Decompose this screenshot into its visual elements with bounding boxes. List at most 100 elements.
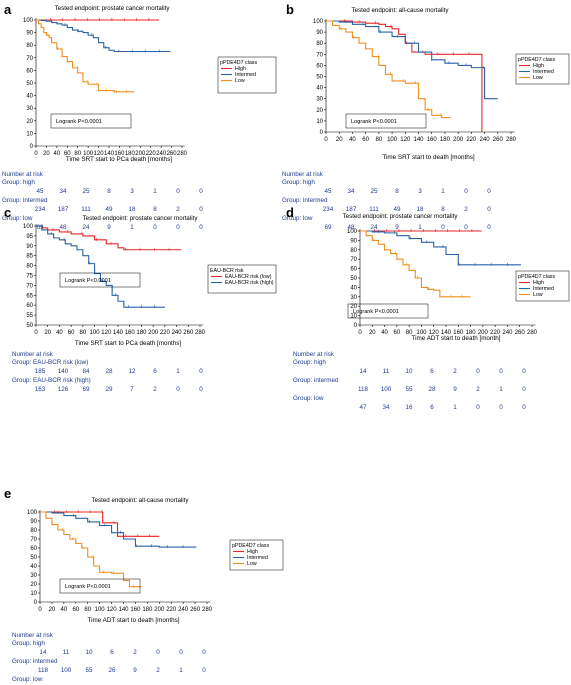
x-tick-label: 200	[135, 151, 146, 157]
y-tick-label: 0	[34, 600, 38, 606]
y-tick-label: 80	[30, 528, 37, 534]
x-tick-label: 180	[136, 330, 147, 336]
risk-value: 2	[464, 206, 468, 213]
x-tick-label: 40	[61, 607, 68, 613]
risk-group-label: Group: high	[2, 179, 35, 186]
x-tick-label: 220	[160, 330, 171, 336]
legend-box	[229, 539, 284, 571]
x-tick-label: 220	[490, 330, 501, 336]
x-tick-label: 60	[72, 607, 79, 613]
legend-box	[515, 270, 570, 302]
risk-value: 1	[499, 386, 503, 393]
x-tick-label: 60	[64, 151, 71, 157]
series-line-0	[36, 225, 182, 251]
risk-value: 10	[85, 649, 93, 656]
y-tick-label: 80	[26, 264, 33, 270]
y-tick-label: 20	[316, 108, 323, 114]
risk-value: 9	[453, 386, 457, 393]
legend-entry: EAU-BCR risk (low)	[225, 274, 272, 280]
risk-value: 6	[430, 404, 434, 411]
x-tick-label: 60	[362, 137, 369, 143]
risk-value: 55	[85, 667, 93, 674]
x-tick-label: 120	[429, 330, 440, 336]
y-tick-label: 20	[26, 119, 33, 125]
risk-value: 55	[405, 386, 413, 393]
risk-value: 2	[153, 386, 157, 393]
panel-e: e Tested endpoint: all-cause mortality010…	[4, 486, 284, 683]
legend-box	[207, 264, 277, 294]
y-tick-label: 60	[26, 68, 33, 74]
y-tick-label: 0	[30, 144, 34, 150]
x-tick-label: 100	[387, 137, 398, 143]
risk-value: 1	[130, 224, 134, 231]
x-tick-label: 200	[453, 137, 464, 143]
risk-value: 2	[476, 386, 480, 393]
y-tick-label: 10	[316, 119, 323, 125]
x-tick-label: 100	[95, 607, 106, 613]
x-tick-label: 80	[376, 137, 383, 143]
y-tick-label: 50	[26, 323, 33, 329]
legend-entry: Low	[533, 292, 543, 298]
logrank-text: Logrank P<0.0001	[353, 309, 399, 315]
x-tick-label: 200	[478, 330, 489, 336]
risk-value: 28	[105, 368, 113, 375]
y-tick-label: 100	[27, 510, 38, 516]
risk-value: 69	[36, 224, 44, 231]
x-tick-label: 280	[195, 330, 206, 336]
y-tick-label: 40	[26, 94, 33, 100]
risk-value: 140	[58, 368, 69, 375]
x-tick-label: 180	[125, 151, 136, 157]
y-tick-label: 50	[350, 276, 357, 282]
x-tick-label: 140	[104, 151, 115, 157]
y-tick-label: 70	[26, 56, 33, 62]
risk-value: 1	[453, 404, 457, 411]
risk-value: 29	[105, 386, 113, 393]
risk-value: 48	[59, 224, 67, 231]
x-tick-label: 240	[156, 151, 167, 157]
risk-group-label: Group: low	[12, 676, 43, 683]
x-tick-label: 80	[74, 151, 81, 157]
x-tick-label: 240	[480, 137, 491, 143]
x-tick-label: 220	[146, 151, 157, 157]
x-axis-label: Time ADT start to death [month]	[412, 335, 501, 342]
x-tick-label: 240	[502, 330, 513, 336]
y-tick-label: 75	[26, 274, 33, 280]
y-tick-label: 0	[320, 130, 324, 136]
y-tick-label: 90	[316, 30, 323, 36]
risk-value: 7	[130, 386, 134, 393]
risk-value: 100	[61, 667, 72, 674]
y-tick-label: 100	[23, 224, 34, 230]
risk-value: 9	[395, 224, 399, 231]
x-tick-label: 200	[148, 330, 159, 336]
logrank-box	[59, 272, 141, 288]
risk-value: 118	[38, 667, 49, 674]
x-tick-label: 180	[142, 607, 153, 613]
logrank-text: Logrank P<0.0001	[65, 278, 111, 284]
logrank-box	[347, 303, 429, 319]
panel-label: c	[4, 205, 11, 220]
y-tick-label: 60	[30, 546, 37, 552]
x-tick-label: 160	[427, 137, 438, 143]
y-tick-label: 85	[26, 254, 33, 260]
y-tick-label: 50	[316, 75, 323, 81]
risk-value: 0	[522, 368, 526, 375]
legend-entry: Intermed	[533, 69, 554, 75]
risk-value: 111	[369, 206, 379, 213]
risk-group-label: Group: low	[2, 215, 33, 222]
risk-value: 0	[522, 386, 526, 393]
risk-value: 0	[156, 649, 160, 656]
x-tick-label: 0	[358, 330, 362, 336]
risk-value: 28	[428, 386, 436, 393]
risk-value: 0	[199, 368, 203, 375]
risk-value: 234	[35, 206, 46, 213]
risk-value: 185	[35, 368, 46, 375]
risk-value: 163	[35, 386, 46, 393]
x-tick-label: 100	[416, 330, 427, 336]
x-tick-label: 280	[177, 151, 188, 157]
risk-value: 0	[464, 188, 468, 195]
risk-value: 0	[476, 404, 480, 411]
y-tick-label: 90	[26, 244, 33, 250]
risk-value: 0	[202, 649, 206, 656]
risk-value: 0	[176, 188, 180, 195]
risk-value: 14	[359, 368, 367, 375]
